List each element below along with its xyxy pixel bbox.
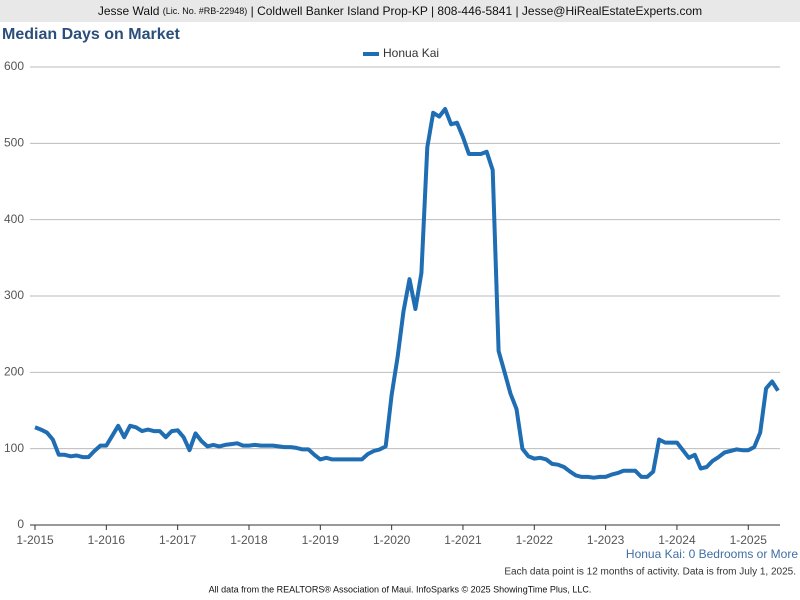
y-tick-label: 100 [4, 441, 24, 455]
y-tick-label: 600 [4, 59, 24, 73]
subtitle: Honua Kai: 0 Bedrooms or More [626, 547, 798, 561]
header-bar [0, 0, 800, 22]
header: Jesse Wald (Lic. No. #RB-22948) | Coldwe… [98, 4, 702, 18]
legend-label: Honua Kai [383, 46, 439, 60]
x-tick-label: 1-2016 [88, 533, 126, 547]
line [34, 107, 780, 480]
note: Each data point is 12 months of activity… [504, 567, 796, 578]
x-tick-label: 1-2015 [16, 533, 54, 547]
agent-info: | Coldwell Banker Island Prop-KP | 808-4… [251, 4, 703, 18]
license: (Lic. No. #RB-22948) [163, 6, 248, 16]
x-tick-label: 1-2017 [159, 533, 197, 547]
y-tick-label: 400 [4, 212, 24, 226]
x-tick-label: 1-2021 [444, 533, 482, 547]
x-tick-label: 1-2018 [230, 533, 268, 547]
x-tick-label: 1-2023 [587, 533, 625, 547]
y-tick-label: 200 [4, 365, 24, 379]
y-tick-label: 300 [4, 288, 24, 302]
agent-name: Jesse Wald [98, 4, 160, 18]
x-tick-label: 1-2019 [302, 533, 340, 547]
x-tick-label: 1-2020 [373, 533, 411, 547]
x-tick-label: 1-2025 [730, 533, 768, 547]
source: All data from the REALTORS® Association … [209, 584, 592, 594]
x-tick-label: 1-2024 [658, 533, 696, 547]
x-tick-label: 1-2022 [516, 533, 554, 547]
y-tick-label: 0 [17, 517, 24, 531]
y-tick-label: 500 [4, 136, 24, 150]
chart-title: Median Days on Market [2, 26, 181, 43]
